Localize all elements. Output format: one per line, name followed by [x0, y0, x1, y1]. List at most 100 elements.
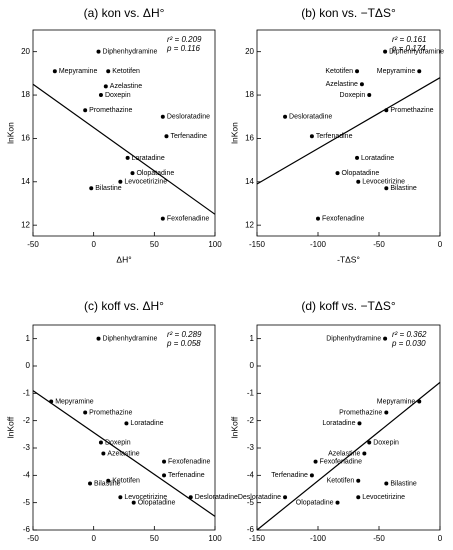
- data-point: [83, 410, 88, 415]
- y-tick-label: 16: [245, 134, 254, 143]
- point-label: Terfenadine: [316, 133, 353, 140]
- data-point: [96, 49, 101, 54]
- data-point: [124, 421, 129, 426]
- data-point: [160, 216, 165, 221]
- chart-title: (b) kon vs. −TΔS°: [301, 6, 396, 20]
- y-tick-label: -5: [247, 498, 255, 507]
- data-point: [335, 500, 340, 505]
- y-tick-label: 0: [250, 361, 255, 370]
- data-point: [362, 451, 367, 456]
- data-point: [313, 459, 318, 464]
- point-label: Bilastine: [95, 185, 122, 192]
- x-axis-label: -TΔS°: [337, 254, 360, 264]
- stat-annotation: p = 0.030: [391, 339, 426, 348]
- y-tick-label: -2: [247, 416, 255, 425]
- x-tick-label: 0: [91, 534, 96, 543]
- x-tick-label: -50: [373, 534, 385, 543]
- x-tick-label: 50: [150, 240, 159, 249]
- data-point: [356, 478, 361, 483]
- x-tick-label: 50: [150, 534, 159, 543]
- chart-title: (d) koff vs. −TΔS°: [301, 299, 395, 313]
- data-point: [309, 473, 314, 478]
- x-tick-label: 100: [208, 240, 222, 249]
- y-tick-label: 16: [21, 134, 30, 143]
- data-point: [164, 134, 169, 139]
- point-label: Diphenhydramine: [103, 49, 158, 56]
- stat-annotation: r² = 0.161: [392, 35, 426, 44]
- point-label: Mepyramine: [377, 398, 416, 405]
- y-tick-label: 18: [245, 90, 254, 99]
- x-tick-label: -50: [373, 240, 385, 249]
- y-tick-label: 1: [250, 334, 255, 343]
- point-label: Diphenhydramine: [103, 336, 158, 343]
- data-point: [355, 155, 360, 160]
- data-point: [356, 495, 361, 500]
- data-point: [309, 134, 314, 139]
- y-axis-label: lnKoff: [229, 416, 239, 438]
- point-label: Ketotifen: [112, 68, 140, 75]
- stat-annotation: p = 0.116: [166, 44, 201, 53]
- point-label: Loratadine: [132, 155, 165, 162]
- stat-annotation: p = 0.058: [166, 339, 201, 348]
- data-point: [83, 108, 88, 113]
- data-point: [88, 481, 93, 486]
- y-tick-label: 20: [245, 47, 254, 56]
- data-point: [383, 336, 388, 341]
- point-label: Desloratadine: [289, 114, 332, 121]
- y-tick-label: 1: [26, 334, 31, 343]
- y-tick-label: -3: [23, 443, 31, 452]
- point-label: Fexofenadine: [168, 459, 211, 466]
- point-label: Promethazine: [390, 107, 433, 114]
- point-label: Promethazine: [89, 107, 132, 114]
- data-point: [316, 216, 320, 221]
- point-label: Olopatadine: [296, 500, 334, 507]
- x-axis-label: ΔH°: [116, 548, 131, 550]
- data-point: [98, 93, 103, 98]
- x-tick-label: 0: [438, 240, 443, 249]
- point-label: Desloratadine: [238, 494, 281, 501]
- y-tick-label: -1: [247, 388, 255, 397]
- data-point: [335, 171, 340, 176]
- y-tick-label: -6: [247, 525, 255, 534]
- y-tick-label: -4: [247, 470, 255, 479]
- y-axis-label: lnKon: [229, 122, 239, 144]
- point-label: Ketotifen: [325, 68, 353, 75]
- point-label: Loratadine: [361, 155, 394, 162]
- data-point: [367, 440, 372, 445]
- point-label: Bilastine: [390, 185, 417, 192]
- point-label: Azelastine: [328, 450, 360, 457]
- data-point: [359, 82, 364, 87]
- data-point: [384, 410, 389, 415]
- point-label: Mepyramine: [55, 398, 94, 405]
- point-label: Doxepin: [105, 439, 131, 446]
- plot-frame: [32, 29, 216, 237]
- fit-line: [256, 77, 441, 185]
- x-tick-label: -100: [310, 534, 327, 543]
- point-label: Levocetirizine: [124, 494, 167, 501]
- x-tick-label: 100: [208, 534, 222, 543]
- point-label: Promethazine: [339, 409, 382, 416]
- x-tick-label: 0: [91, 240, 96, 249]
- fit-line: [32, 83, 216, 215]
- data-point: [118, 495, 123, 500]
- point-label: Azelastine: [107, 450, 139, 457]
- point-label: Levocetirizine: [362, 179, 405, 186]
- point-label: Terfenadine: [170, 133, 207, 140]
- point-label: Mepyramine: [377, 68, 416, 75]
- point-label: Olopatadine: [342, 170, 380, 177]
- data-point: [162, 459, 167, 464]
- point-label: Promethazine: [89, 409, 132, 416]
- y-axis-label: lnKoff: [5, 416, 15, 438]
- data-point: [106, 478, 111, 483]
- data-point: [417, 69, 422, 74]
- data-point: [106, 69, 111, 74]
- data-point: [383, 49, 388, 54]
- data-point: [355, 69, 360, 74]
- data-point: [118, 179, 123, 184]
- y-tick-label: 12: [21, 220, 30, 229]
- point-label: Doxepin: [340, 92, 366, 99]
- plot-frame: [256, 324, 441, 531]
- point-label: Diphenhydramine: [326, 336, 381, 343]
- fit-line: [32, 390, 216, 517]
